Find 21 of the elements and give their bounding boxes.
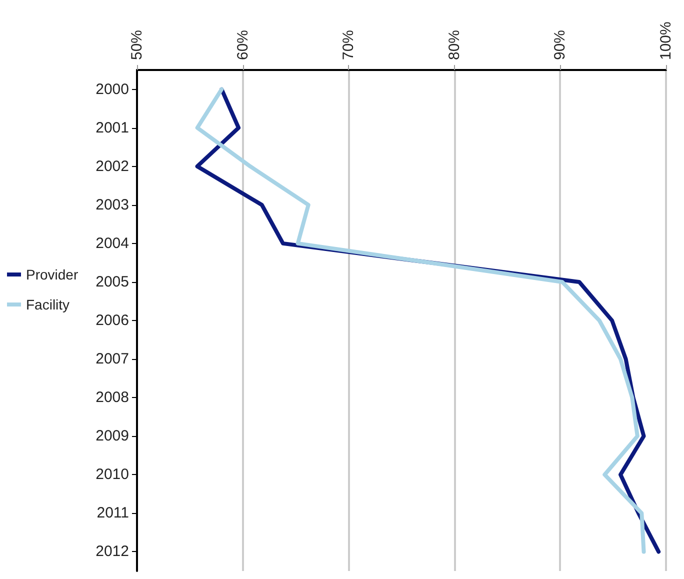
y-tick-label: 2010 xyxy=(96,466,129,484)
y-tick-label: 2001 xyxy=(96,119,129,136)
y-tick-label: 2006 xyxy=(96,312,129,329)
y-tick-label: 2000 xyxy=(96,80,129,98)
y-tick-label: 2012 xyxy=(96,543,129,560)
x-tick-label: 90% xyxy=(552,30,569,60)
x-tick-label: 100% xyxy=(658,22,674,60)
legend-label: Provider xyxy=(26,266,78,282)
y-tick-label: 2008 xyxy=(96,389,129,406)
y-tick-label: 2005 xyxy=(96,273,129,290)
y-tick-label: 2011 xyxy=(96,504,129,522)
y-tick-label: 2004 xyxy=(96,234,129,252)
y-tick-label: 2007 xyxy=(96,350,129,368)
y-tick-label: 2009 xyxy=(96,428,129,445)
legend-label: Facility xyxy=(26,296,70,312)
y-tick-label: 2003 xyxy=(96,196,129,214)
x-tick-label: 80% xyxy=(446,30,463,60)
x-tick-label: 70% xyxy=(340,30,358,60)
x-tick-label: 60% xyxy=(234,30,252,60)
y-tick-label: 2002 xyxy=(96,158,129,175)
x-tick-label: 50% xyxy=(128,30,146,60)
